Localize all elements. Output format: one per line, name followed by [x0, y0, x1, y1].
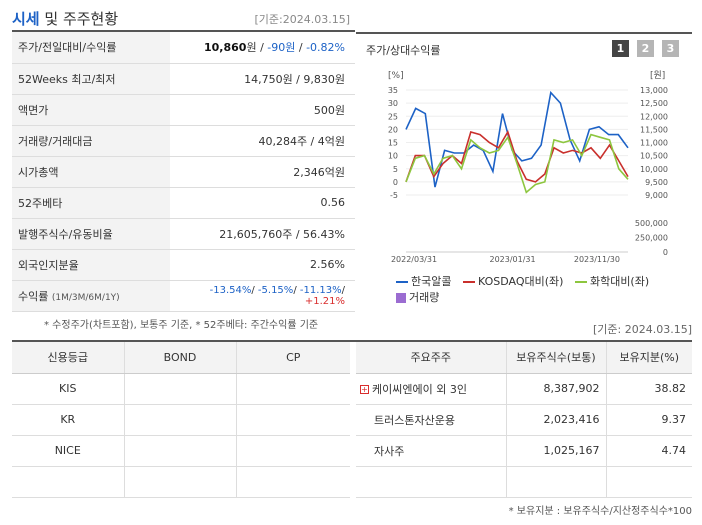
right-tick-label: 10,000	[640, 165, 668, 174]
table-row	[12, 466, 350, 498]
volume-tick-label: 250,000	[635, 234, 668, 243]
right-tick-label: 11,000	[640, 139, 668, 148]
table-row: 52Weeks 최고/최저 14,750원 / 9,830원	[12, 63, 355, 95]
left-tick-label: 35	[388, 86, 398, 95]
page-title: 시세 및 주주현황	[12, 10, 119, 28]
price-rate: -0.82%	[306, 41, 345, 55]
left-tick-label: 0	[393, 178, 398, 187]
chart-title: 주가/상대수익률	[366, 44, 441, 57]
chart-page-3-button[interactable]: 3	[662, 40, 679, 57]
expand-icon[interactable]: +	[360, 385, 369, 394]
table-row: 수익률 (1M/3M/6M/1Y) -13.54%/ -5.15%/ -11.1…	[12, 280, 355, 312]
shareholder-name: 트러스톤자산운용	[356, 404, 507, 436]
table-row	[356, 466, 692, 498]
divider	[12, 340, 692, 342]
left-tick-label: 30	[388, 99, 398, 108]
left-tick-label: 5	[393, 165, 398, 174]
table-header-row: 신용등급 BOND CP	[12, 342, 350, 374]
volume-tick-label: 0	[663, 248, 668, 257]
legend-swatch	[574, 281, 587, 283]
footnote: * 보유지분 : 보유주식수/지산정주식수*100	[508, 506, 692, 517]
chart-legend: 한국알콜 KOSDAQ대비(좌) 화학대비(좌)	[396, 273, 649, 289]
table-row: 시가총액 2,346억원	[12, 156, 355, 188]
table-row: 거래량/거래대금 40,284주 / 4억원	[12, 125, 355, 157]
chart-page-2-button[interactable]: 2	[637, 40, 654, 57]
left-tick-label: 20	[388, 125, 398, 134]
shareholders-table: 주요주주 보유주식수(보통) 보유지분(%) + 케이씨엔에이 외 3인 8,38…	[356, 342, 692, 498]
table-row: NICE	[12, 435, 350, 467]
x-tick-label: 2022/03/31	[391, 255, 437, 264]
footnote: * 수정주가(차트포함), 보통주 기준, * 52주베타: 주간수익률 기준	[44, 320, 319, 331]
table-row: 자사주 1,025,167 4.74	[356, 435, 692, 467]
series-line-화학대비(좌)	[405, 133, 629, 194]
shareholder-name: 자사주	[356, 435, 507, 467]
row-label: 주가/전일대비/수익률	[12, 32, 170, 64]
quote-table: 주가/전일대비/수익률 10,860원 / -90원 / -0.82% 52We…	[12, 32, 355, 312]
price-value: 10,860	[204, 41, 247, 55]
divider	[12, 30, 355, 32]
right-axis-unit: [원]	[650, 70, 665, 81]
left-tick-label: 10	[388, 152, 398, 161]
volume-tick-label: 500,000	[635, 219, 668, 228]
table-row: 발행주식수/유동비율 21,605,760주 / 56.43%	[12, 218, 355, 250]
legend-swatch	[462, 281, 475, 283]
table-row: 외국인지분율 2.56%	[12, 249, 355, 281]
price-chart: [%] [원] 35 13,000 30 12,500 25 12,000 20 11,500 15…	[388, 70, 668, 264]
series-line-한국알콜	[405, 90, 629, 188]
table-row: 52주베타 0.56	[12, 187, 355, 219]
table-row: 트러스톤자산운용 2,023,416 9.37	[356, 404, 692, 436]
series-line-KOSDAQ대비(좌)	[405, 130, 629, 183]
right-tick-label: 9,500	[645, 178, 668, 187]
table-row: KIS	[12, 373, 350, 405]
table-row: 주가/전일대비/수익률 10,860원 / -90원 / -0.82%	[12, 32, 355, 64]
shareholder-name: 케이씨엔에이 외 3인	[372, 382, 467, 396]
base-date: [기준:2024.03.15]	[254, 13, 350, 26]
table-row: KR	[12, 404, 350, 436]
chart-legend-volume: 거래량	[396, 289, 439, 305]
chart-panel	[356, 32, 692, 312]
table-row: + 케이씨엔에이 외 3인 8,387,902 38.82	[356, 373, 692, 405]
right-tick-label: 10,500	[640, 152, 668, 161]
x-tick-label: 2023/01/31	[490, 255, 536, 264]
left-tick-label: 25	[388, 112, 398, 121]
price-change: -90원	[267, 41, 296, 55]
right-tick-label: 11,500	[640, 125, 668, 134]
legend-swatch	[396, 281, 408, 283]
table-header-row: 주요주주 보유주식수(보통) 보유지분(%)	[356, 342, 692, 374]
right-tick-label: 12,000	[640, 112, 668, 121]
left-tick-label: -5	[390, 191, 398, 200]
right-tick-label: 12,500	[640, 99, 668, 108]
left-axis-unit: [%]	[388, 71, 404, 81]
chart-page-1-button[interactable]: 1	[612, 40, 629, 57]
x-tick-label: 2023/11/30	[574, 255, 620, 264]
right-tick-label: 13,000	[640, 86, 668, 95]
credit-rating-table: 신용등급 BOND CP KIS KR NICE	[12, 342, 350, 498]
base-date: [기준: 2024.03.15]	[592, 323, 692, 336]
left-tick-label: 15	[388, 139, 398, 148]
right-tick-label: 9,000	[645, 191, 668, 200]
legend-swatch	[396, 293, 406, 303]
table-row: 액면가 500원	[12, 94, 355, 126]
